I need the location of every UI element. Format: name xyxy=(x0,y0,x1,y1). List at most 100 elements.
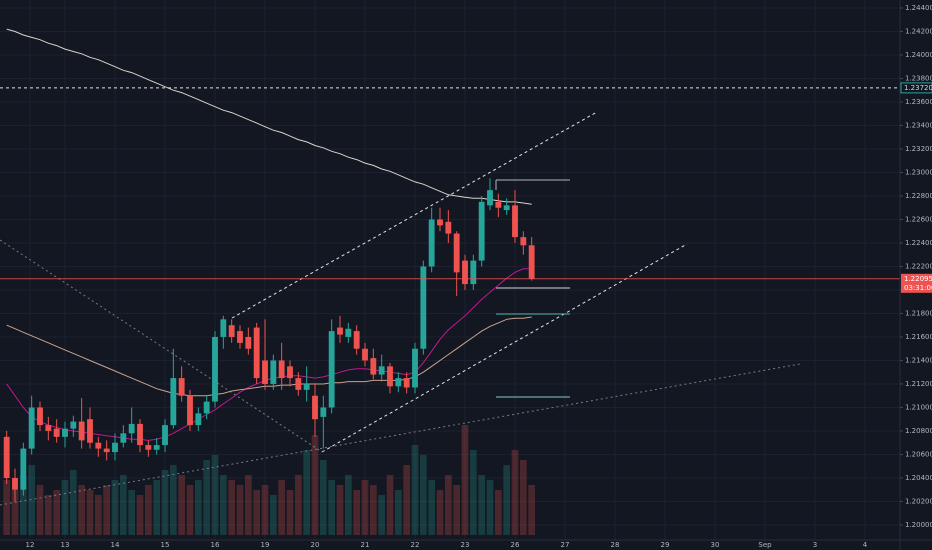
candle-body xyxy=(103,448,110,453)
volume-bar xyxy=(353,490,360,535)
volume-bar xyxy=(153,480,160,535)
volume-bar xyxy=(378,495,385,535)
candle-body xyxy=(62,428,68,437)
y-tick-label: 1.22800 xyxy=(905,192,932,200)
volume-bar xyxy=(428,480,435,535)
volume-bar xyxy=(36,485,44,535)
candle-body xyxy=(278,360,285,379)
candle-body xyxy=(53,428,60,437)
y-tick-label: 1.20000 xyxy=(905,521,932,529)
volume-bar xyxy=(245,475,252,535)
volume-bar xyxy=(136,495,144,535)
y-tick-label: 1.21000 xyxy=(905,403,932,411)
volume-bar xyxy=(528,485,535,535)
candle-body xyxy=(378,366,385,375)
candle-body xyxy=(203,401,210,414)
volume-bar xyxy=(11,490,19,535)
y-tick-label: 1.20200 xyxy=(905,497,932,505)
x-tick-label: 22 xyxy=(411,541,420,549)
volume-bar xyxy=(20,475,27,535)
candle-body xyxy=(403,378,410,388)
x-tick-label: 27 xyxy=(561,541,570,549)
candle-body xyxy=(362,348,368,361)
volume-bar xyxy=(411,445,419,535)
countdown-label: 03:31:00 xyxy=(904,284,932,292)
candle-body xyxy=(120,433,127,443)
x-tick-label: 4 xyxy=(863,541,868,549)
candle-body xyxy=(137,423,143,446)
candle-body xyxy=(353,331,360,349)
channel-line xyxy=(231,111,598,319)
x-tick-label: 29 xyxy=(661,541,670,549)
candle-body xyxy=(145,445,152,450)
candle-body xyxy=(78,421,85,441)
axes: 1.20000 1.20200 1.20400 1.20600 1.20800 1.210… xyxy=(26,4,932,549)
volume-bar xyxy=(486,480,494,535)
candle-body xyxy=(345,328,352,337)
volume-bar xyxy=(320,460,327,535)
candle-body xyxy=(70,421,77,429)
volume-bar xyxy=(278,480,285,535)
candle-body xyxy=(195,413,202,426)
alert-label-box xyxy=(900,82,932,94)
candle-body xyxy=(112,442,118,453)
volume-bar xyxy=(328,480,335,535)
volume-bar xyxy=(495,490,502,535)
volume-bar xyxy=(228,480,235,535)
trend-line xyxy=(0,239,323,453)
candle-body xyxy=(262,360,268,384)
candle-body xyxy=(328,331,335,408)
candle-body xyxy=(387,366,393,387)
candles xyxy=(3,178,535,502)
volume-bar xyxy=(95,495,102,535)
y-tick-label: 1.20600 xyxy=(905,450,932,458)
volume-bar xyxy=(436,490,444,535)
volume-bar xyxy=(45,495,52,535)
x-tick-label: 20 xyxy=(311,541,320,549)
y-tick-label: 1.23000 xyxy=(905,168,932,176)
candle-body xyxy=(128,423,135,434)
y-tick-label: 1.24200 xyxy=(905,27,932,35)
trend-line xyxy=(0,363,801,506)
volume-bar xyxy=(211,455,219,535)
volume-bar xyxy=(103,485,110,535)
volume-bar xyxy=(445,475,452,535)
y-tick-label: 1.22400 xyxy=(905,239,932,247)
x-tick-label: 19 xyxy=(261,541,270,549)
volume-bar xyxy=(453,485,460,535)
volume-bar xyxy=(420,455,427,535)
volume-bar xyxy=(470,450,477,535)
candle-body xyxy=(412,348,418,388)
volume-bar xyxy=(145,485,152,535)
y-tick-label: 1.23800 xyxy=(905,74,932,82)
candle-body xyxy=(437,219,443,226)
candle-body xyxy=(512,205,518,238)
candle-body xyxy=(528,245,535,279)
volume-bar xyxy=(295,475,302,535)
candle-body xyxy=(295,378,302,390)
candle-body xyxy=(287,366,293,379)
y-tick-label: 1.21600 xyxy=(905,333,932,341)
candle-body xyxy=(245,336,252,349)
volume-bar xyxy=(111,480,119,535)
price-label-box xyxy=(901,273,932,293)
x-tick-label: 15 xyxy=(161,541,170,549)
volume-bar xyxy=(503,465,510,535)
candle-body xyxy=(462,260,468,285)
y-tick-label: 1.24400 xyxy=(905,4,932,12)
candle-body xyxy=(478,201,485,261)
volume-bar xyxy=(28,465,35,535)
volume-bar xyxy=(520,460,527,535)
moving-averages xyxy=(6,28,532,441)
x-tick-label: 23 xyxy=(461,541,470,549)
candle-body xyxy=(520,237,527,246)
price-label: 1.22095 xyxy=(904,275,932,283)
volume-bar xyxy=(286,490,294,535)
volume-bar xyxy=(311,435,319,535)
candle-body xyxy=(312,395,318,420)
candle-body xyxy=(270,360,277,384)
candle-body xyxy=(153,445,160,450)
candle-body xyxy=(495,201,502,208)
volume-bar xyxy=(370,485,377,535)
